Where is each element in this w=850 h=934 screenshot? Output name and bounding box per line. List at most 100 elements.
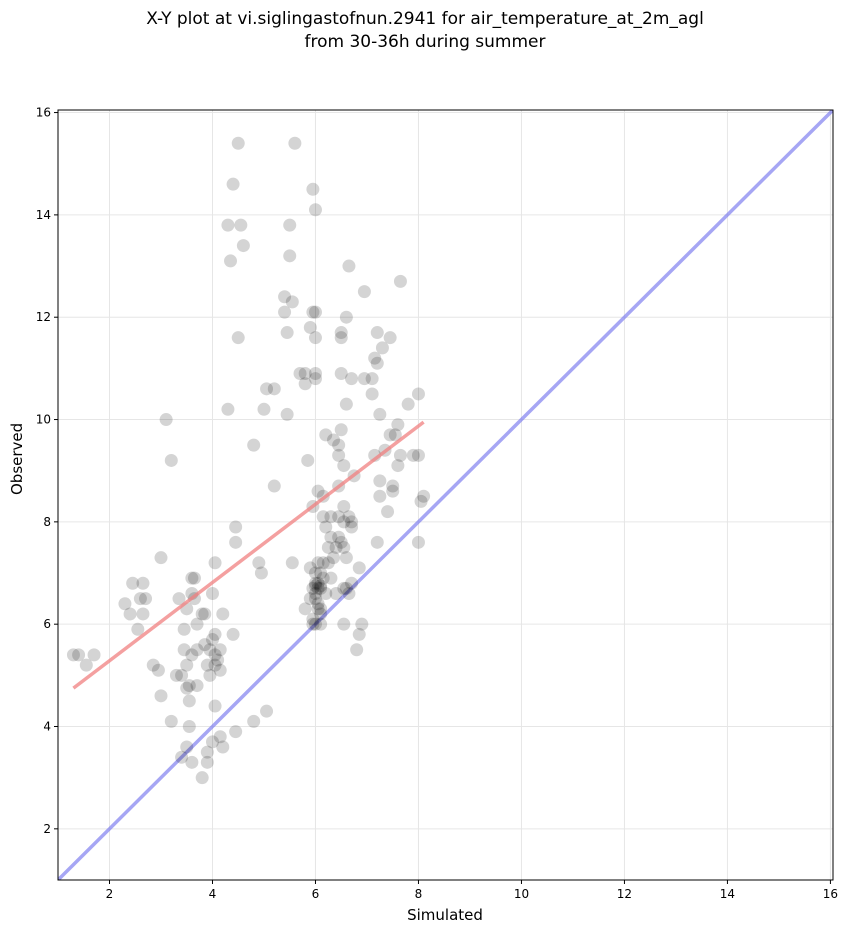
x-tick-label: 14 xyxy=(720,887,735,901)
data-point xyxy=(386,484,400,498)
data-point xyxy=(308,592,322,606)
data-point xyxy=(319,586,333,600)
data-point xyxy=(224,254,238,268)
data-point xyxy=(208,627,222,641)
data-point xyxy=(332,438,346,452)
data-point xyxy=(342,586,356,600)
data-point xyxy=(329,540,343,554)
data-point xyxy=(205,735,219,749)
data-point xyxy=(123,607,137,621)
data-point xyxy=(342,510,356,524)
data-point xyxy=(267,382,281,396)
data-point xyxy=(393,274,407,288)
data-point xyxy=(278,290,292,304)
data-point xyxy=(388,428,402,442)
data-point xyxy=(234,218,248,232)
data-point xyxy=(213,643,227,657)
data-point xyxy=(216,740,230,754)
data-point xyxy=(308,305,322,319)
data-point xyxy=(280,326,294,340)
x-tick-label: 2 xyxy=(106,887,114,901)
data-point xyxy=(332,448,346,462)
data-point xyxy=(311,576,325,590)
data-point xyxy=(391,418,405,432)
data-point xyxy=(337,459,351,473)
data-point xyxy=(213,730,227,744)
data-point xyxy=(180,740,194,754)
data-point xyxy=(175,750,189,764)
data-point xyxy=(386,479,400,493)
data-point xyxy=(334,535,348,549)
data-point xyxy=(205,586,219,600)
data-point xyxy=(373,474,387,488)
data-point xyxy=(337,515,351,529)
data-point xyxy=(221,402,235,416)
data-point xyxy=(131,622,145,636)
data-point xyxy=(208,556,222,570)
data-point xyxy=(411,387,425,401)
data-point xyxy=(283,218,297,232)
data-point xyxy=(370,326,384,340)
data-point xyxy=(326,551,340,565)
data-point xyxy=(319,428,333,442)
data-point xyxy=(229,535,243,549)
data-point xyxy=(175,668,189,682)
data-point xyxy=(411,535,425,549)
x-tick-label: 16 xyxy=(823,887,838,901)
data-point xyxy=(306,182,320,196)
data-point xyxy=(334,326,348,340)
data-point xyxy=(280,407,294,421)
data-point xyxy=(345,576,359,590)
data-point xyxy=(190,679,204,693)
data-point xyxy=(370,356,384,370)
data-point xyxy=(203,668,217,682)
data-point xyxy=(293,366,307,380)
data-point xyxy=(164,714,178,728)
data-point xyxy=(151,663,165,677)
data-point xyxy=(247,714,261,728)
data-point xyxy=(139,592,153,606)
data-point xyxy=(316,556,330,570)
data-point xyxy=(311,556,325,570)
data-point xyxy=(339,581,353,595)
data-point xyxy=(334,366,348,380)
data-point xyxy=(211,653,225,667)
data-point xyxy=(375,341,389,355)
data-point xyxy=(146,658,160,672)
data-point xyxy=(350,643,364,657)
data-point xyxy=(365,387,379,401)
data-point xyxy=(126,576,140,590)
y-tick-label: 6 xyxy=(43,617,51,631)
x-tick-label: 8 xyxy=(415,887,423,901)
y-tick-label: 10 xyxy=(36,413,51,427)
x-tick-label: 12 xyxy=(617,887,632,901)
data-point xyxy=(368,351,382,365)
data-point xyxy=(345,515,359,529)
data-point xyxy=(164,453,178,467)
y-tick-label: 12 xyxy=(36,310,51,324)
data-point xyxy=(200,745,214,759)
data-point xyxy=(221,218,235,232)
data-point xyxy=(260,382,274,396)
data-point xyxy=(339,397,353,411)
data-point xyxy=(203,643,217,657)
data-point xyxy=(319,520,333,534)
data-point xyxy=(311,484,325,498)
data-point xyxy=(306,305,320,319)
data-point xyxy=(172,592,186,606)
data-point xyxy=(136,607,150,621)
data-point xyxy=(308,586,322,600)
data-point xyxy=(316,510,330,524)
data-point xyxy=(406,448,420,462)
data-point xyxy=(185,755,199,769)
data-point xyxy=(66,648,80,662)
data-point xyxy=(159,413,173,427)
data-point xyxy=(298,366,312,380)
data-point xyxy=(337,540,351,554)
data-point xyxy=(208,648,222,662)
data-point xyxy=(298,602,312,616)
data-point xyxy=(352,627,366,641)
x-tick-label: 4 xyxy=(209,887,217,901)
data-point xyxy=(252,556,266,570)
